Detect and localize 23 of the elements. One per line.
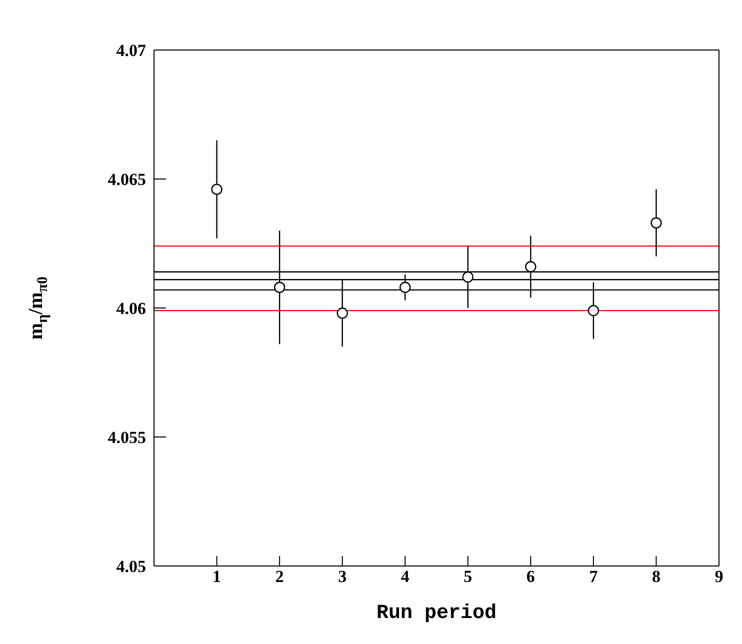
x-tick-label: 6 [526,567,535,586]
x-tick-label: 4 [400,567,410,586]
point [336,308,348,319]
x-tick-label: 7 [589,567,598,586]
x-tick-label: 1 [212,567,222,586]
y-tick-label: 4.065 [108,170,146,190]
y-tick-label: 4.05 [116,557,146,576]
y-tick-label: 4.055 [108,428,146,448]
point [211,184,222,195]
point [588,304,600,316]
point [462,271,474,283]
point [650,217,662,228]
x-tick-label: 3 [338,567,347,586]
y-tick-label: 4.06 [116,299,146,318]
x-tick-label: 8 [652,567,660,586]
x-axis-title: Run period [376,602,497,625]
y-tick-label: 4.07 [116,41,146,60]
point [525,261,536,272]
point [274,282,286,293]
x-tick-label: 9 [714,567,724,586]
x-tick-label: 5 [464,567,472,586]
x-tick-label: 2 [275,567,284,586]
point [400,282,411,293]
